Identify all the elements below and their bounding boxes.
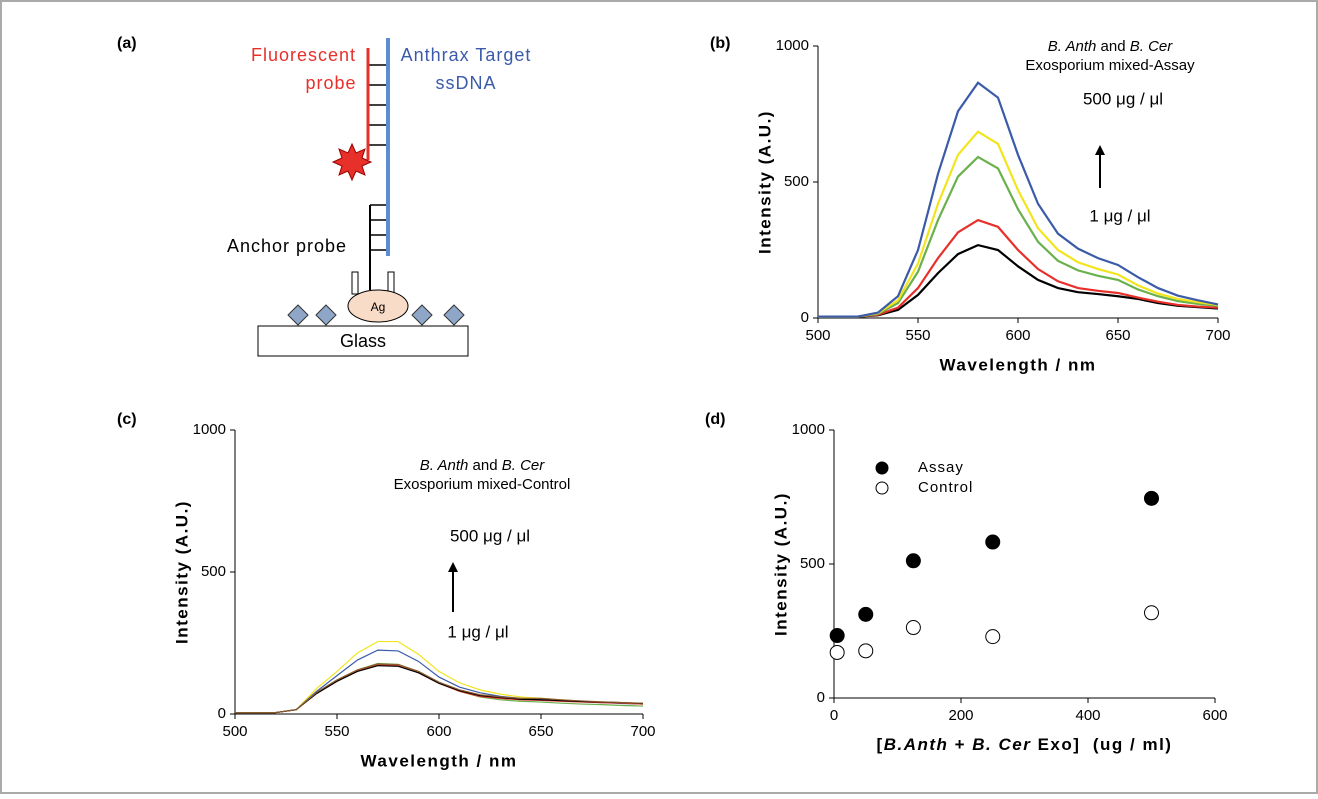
point <box>905 620 921 636</box>
target-label: ssDNA <box>435 73 496 93</box>
x-tick-label: 650 <box>528 723 553 740</box>
y-tick-label: 0 <box>817 689 825 706</box>
legend-label: Assay <box>918 459 964 476</box>
panel-label: (a) <box>117 35 137 52</box>
diamonds <box>287 304 465 326</box>
point <box>1144 490 1159 506</box>
annotation: B. Anth and B. Cer <box>420 457 546 474</box>
x-tick-label: 550 <box>905 327 930 344</box>
x-tick-label: 700 <box>1205 327 1230 344</box>
y-tick-label: 1000 <box>776 37 809 54</box>
y-tick-label: 500 <box>201 563 226 580</box>
point <box>1144 605 1159 621</box>
fluorophore <box>331 142 373 182</box>
x-tick-label: 650 <box>1105 327 1130 344</box>
target-label: Anthrax Target <box>401 45 532 65</box>
y-axis-label: Intensity (A.U.) <box>172 500 191 644</box>
glass-label: Glass <box>340 331 386 351</box>
point <box>985 629 1001 645</box>
y-tick-label: 0 <box>218 705 226 722</box>
arrow-head <box>1095 145 1105 155</box>
label-part: [ <box>877 735 884 754</box>
point <box>858 606 874 622</box>
glass <box>257 325 469 357</box>
y-tick-label: 0 <box>801 309 809 326</box>
annotation: 500 μg / μl <box>1083 89 1163 108</box>
ag-label: Ag <box>371 300 386 314</box>
spectrum-line <box>818 81 1219 318</box>
y-tick-label: 500 <box>784 173 809 190</box>
legend-label: Control <box>918 479 973 496</box>
x-tick-label: 550 <box>324 723 349 740</box>
annotation: 1 μg / μl <box>447 622 508 641</box>
annotation-part: and <box>1096 38 1129 55</box>
point <box>829 644 845 660</box>
label-part: Exo] (ug / ml) <box>1031 735 1172 754</box>
panel-label: (b) <box>710 35 730 52</box>
x-tick-label: 600 <box>1202 707 1227 724</box>
annotation: B. Anth and B. Cer <box>1048 38 1174 55</box>
x-tick-label: 400 <box>1075 707 1100 724</box>
legend-marker <box>875 461 889 475</box>
annotation: 500 μg / μl <box>450 526 530 545</box>
annotation-part: and <box>468 457 501 474</box>
anchor-label: Anchor probe <box>227 236 347 256</box>
annotation-part: B. Anth <box>1048 38 1097 55</box>
panel-label: (d) <box>705 411 725 428</box>
annotation: Exosporium mixed-Assay <box>1025 57 1195 74</box>
spectrum-line <box>818 130 1219 318</box>
x-axis-label: Wavelength / nm <box>361 751 518 770</box>
rungs <box>368 64 388 251</box>
y-axis-label: Intensity (A.U.) <box>755 110 774 254</box>
point <box>985 534 1001 550</box>
x-tick-label: 600 <box>1005 327 1030 344</box>
y-tick-label: 1000 <box>193 421 226 438</box>
annotation-part: B. Cer <box>1130 38 1174 55</box>
annotation-part: B. Anth <box>420 457 469 474</box>
panel-label: (c) <box>117 411 137 428</box>
spectrum-line <box>818 218 1219 318</box>
y-tick-label: 1000 <box>792 421 825 438</box>
label-part: B. Cer <box>972 735 1031 754</box>
point <box>905 553 921 569</box>
spectrum-line <box>818 155 1219 318</box>
label-part: + <box>948 735 972 754</box>
y-axis-label: Intensity (A.U.) <box>771 492 790 636</box>
ag-particle <box>347 289 409 323</box>
probe-label: probe <box>305 73 356 93</box>
linker <box>351 271 359 295</box>
point <box>858 643 874 659</box>
annotation: Exosporium mixed-Control <box>394 476 571 493</box>
arrow-head <box>448 562 458 572</box>
label-part: B.Anth <box>884 735 949 754</box>
x-tick-label: 600 <box>426 723 451 740</box>
annotation: 1 μg / μl <box>1089 206 1150 225</box>
x-tick-label: 0 <box>830 707 838 724</box>
spectrum-line <box>235 663 644 714</box>
annotation-part: B. Cer <box>502 457 546 474</box>
x-tick-label: 500 <box>222 723 247 740</box>
legend-marker <box>875 481 889 495</box>
x-tick-label: 700 <box>630 723 655 740</box>
probe-label: Fluorescent <box>251 45 356 65</box>
point <box>829 628 845 644</box>
diagram: (a) Glass Ag Fluorescent probe Anthrax T… <box>117 35 532 357</box>
y-tick-label: 500 <box>800 555 825 572</box>
x-axis-label: Wavelength / nm <box>940 355 1097 374</box>
x-tick-label: 500 <box>805 327 830 344</box>
x-axis-label: [B.Anth + B. Cer Exo] (ug / ml) <box>877 735 1173 754</box>
x-tick-label: 200 <box>948 707 973 724</box>
